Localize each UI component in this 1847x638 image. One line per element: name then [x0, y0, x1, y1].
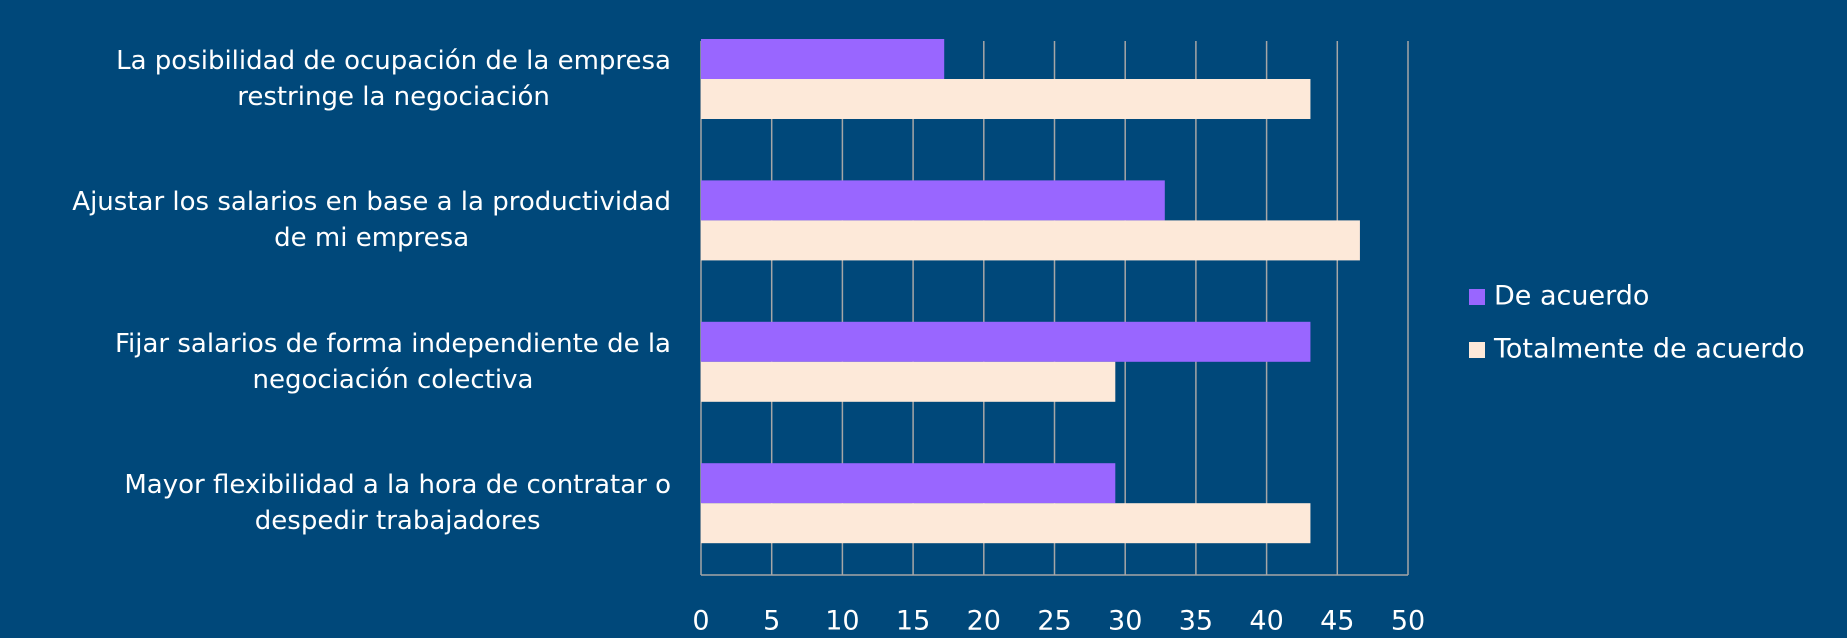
legend-label: De acuerdo	[1494, 281, 1649, 312]
bar	[701, 463, 1116, 504]
legend-label: Totalmente de acuerdo	[1493, 334, 1805, 365]
x-tick-label: 30	[1108, 606, 1142, 637]
bar	[701, 321, 1311, 362]
x-tick-label: 5	[763, 606, 780, 637]
x-tick-label: 0	[692, 606, 709, 637]
bar	[701, 79, 1311, 119]
x-tick-label: 50	[1391, 606, 1425, 637]
bar	[701, 361, 1116, 402]
x-tick-label: 40	[1249, 606, 1283, 637]
legend-swatch	[1469, 342, 1485, 358]
x-tick-label: 25	[1037, 606, 1071, 637]
x-tick-label: 20	[967, 606, 1001, 637]
category-label: Fijar salarios de forma independiente de…	[114, 328, 671, 395]
x-tick-label: 15	[896, 606, 930, 637]
bar	[701, 220, 1360, 261]
category-label: Mayor flexibilidad a la hora de contrata…	[124, 470, 671, 537]
x-tick-label: 10	[825, 606, 859, 637]
category-label: Ajustar los salarios en base a la produc…	[72, 187, 671, 254]
bar	[701, 39, 945, 79]
x-tick-label: 35	[1179, 606, 1213, 637]
bar	[701, 503, 1311, 544]
category-label: La posibilidad de ocupación de la empres…	[116, 46, 671, 112]
bar	[701, 180, 1165, 221]
x-tick-label: 45	[1320, 606, 1354, 637]
legend-swatch	[1469, 289, 1485, 305]
